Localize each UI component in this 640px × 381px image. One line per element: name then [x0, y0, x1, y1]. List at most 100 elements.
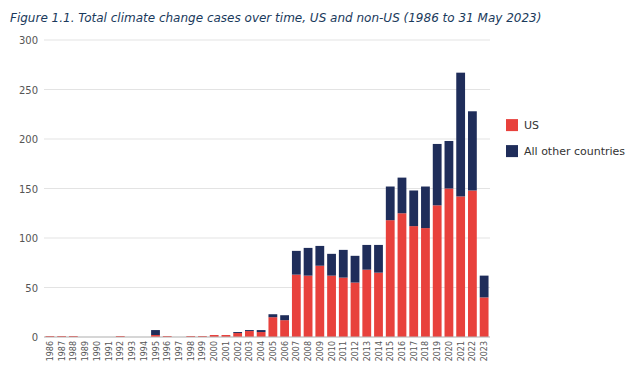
x-tick-label: 2019 — [433, 341, 442, 361]
bar-segment — [315, 246, 324, 266]
bar-segment — [315, 266, 324, 337]
x-tick-label: 1993 — [128, 341, 137, 361]
y-tick-label: 100 — [19, 233, 38, 244]
bars — [45, 73, 488, 337]
legend-label: US — [524, 119, 539, 132]
x-tick-label: 1996 — [163, 341, 172, 361]
legend-swatch — [506, 145, 518, 157]
x-tick-label: 2023 — [480, 341, 489, 361]
bar-segment — [116, 336, 125, 337]
bar-segment — [386, 220, 395, 337]
y-tick-label: 300 — [19, 35, 38, 46]
x-axis-line — [44, 337, 490, 338]
bar-segment — [374, 245, 383, 273]
x-tick-label: 2011 — [339, 341, 348, 361]
y-tick-label: 0 — [32, 332, 38, 343]
bar-segment — [198, 336, 207, 337]
chart: Figure 1.1. Total climate change cases o… — [0, 0, 640, 381]
title: Figure 1.1. Total climate change cases o… — [10, 11, 541, 25]
x-tick-label: 2013 — [363, 341, 372, 361]
x-tick-label: 2002 — [234, 341, 243, 361]
x-tick-label: 1987 — [58, 341, 67, 361]
bar-segment — [421, 228, 430, 337]
bar-segment — [409, 190, 418, 226]
grid-line — [44, 89, 490, 90]
bar-segment — [468, 111, 477, 190]
legend-label: All other countries — [524, 145, 625, 158]
bar-segment — [445, 189, 454, 338]
bar-segment — [362, 270, 371, 337]
x-tick-label: 2005 — [269, 341, 278, 361]
bar-segment — [292, 251, 301, 275]
x-tick-label: 1998 — [187, 341, 196, 361]
grid-line — [44, 40, 490, 41]
x-tick-label: 1989 — [81, 341, 90, 361]
x-tick-label: 2010 — [328, 341, 337, 361]
bar-segment — [280, 320, 289, 337]
bar-segment — [374, 273, 383, 337]
y-tick-label: 50 — [25, 283, 38, 294]
bar-segment — [257, 332, 266, 337]
x-tick-label: 2007 — [292, 341, 301, 361]
grid — [44, 40, 490, 337]
legend-swatch — [506, 119, 518, 131]
bar-segment — [304, 248, 313, 276]
bar-segment — [433, 205, 442, 337]
grid-line — [44, 139, 490, 140]
x-tick-label: 1999 — [198, 341, 207, 361]
bar-segment — [268, 314, 277, 317]
bar-segment — [351, 256, 360, 283]
bar-segment — [327, 254, 336, 276]
x-tick-label: 1992 — [116, 341, 125, 361]
bar-segment — [433, 144, 442, 205]
bar-segment — [339, 278, 348, 337]
bar-segment — [480, 297, 489, 337]
grid-line — [44, 337, 490, 338]
x-tick-label: 2018 — [421, 341, 430, 361]
chart-container: Figure 1.1. Total climate change cases o… — [0, 0, 640, 381]
bar-segment — [257, 330, 266, 332]
y-tick-label: 200 — [19, 134, 38, 145]
x-tick-label: 2004 — [257, 341, 266, 361]
x-tick-label: 2016 — [398, 341, 407, 361]
bar-segment — [386, 187, 395, 221]
x-tick-label: 2014 — [375, 341, 384, 361]
bar-segment — [468, 190, 477, 337]
x-tick-label: 2006 — [281, 341, 290, 361]
x-tick-label: 2017 — [410, 341, 419, 361]
bar-segment — [421, 187, 430, 229]
bar-segment — [351, 283, 360, 337]
x-tick-label: 2009 — [316, 341, 325, 361]
bar-segment — [222, 335, 231, 336]
x-tick-label: 2008 — [304, 341, 313, 361]
bar-segment — [456, 73, 465, 197]
bar-segment — [151, 330, 160, 335]
bar-segment — [480, 276, 489, 298]
bar-segment — [57, 336, 66, 337]
x-tick-label: 1991 — [105, 341, 114, 361]
x-tick-label: 2022 — [468, 341, 477, 361]
x-tick-label: 2012 — [351, 341, 360, 361]
bar-segment — [398, 178, 407, 214]
bar-segment — [186, 336, 195, 337]
x-tick-label: 1997 — [175, 341, 184, 361]
x-tick-label: 2003 — [245, 341, 254, 361]
bar-segment — [280, 315, 289, 320]
x-tick-label: 2020 — [445, 341, 454, 361]
bar-segment — [245, 330, 254, 332]
y-tick-label: 150 — [19, 184, 38, 195]
bar-segment — [268, 317, 277, 337]
x-tick-label: 2000 — [210, 341, 219, 361]
legend: US All other countries — [506, 119, 625, 158]
x-tick-label: 2001 — [222, 341, 231, 361]
bar-segment — [362, 245, 371, 270]
x-tick-label: 2015 — [386, 341, 395, 361]
bar-segment — [163, 336, 172, 337]
bar-segment — [210, 335, 219, 336]
x-tick-label: 2021 — [457, 341, 466, 361]
bar-segment — [398, 213, 407, 337]
bar-segment — [456, 196, 465, 337]
x-tick-label: 1986 — [46, 341, 55, 361]
bar-segment — [327, 276, 336, 337]
bar-segment — [339, 250, 348, 278]
